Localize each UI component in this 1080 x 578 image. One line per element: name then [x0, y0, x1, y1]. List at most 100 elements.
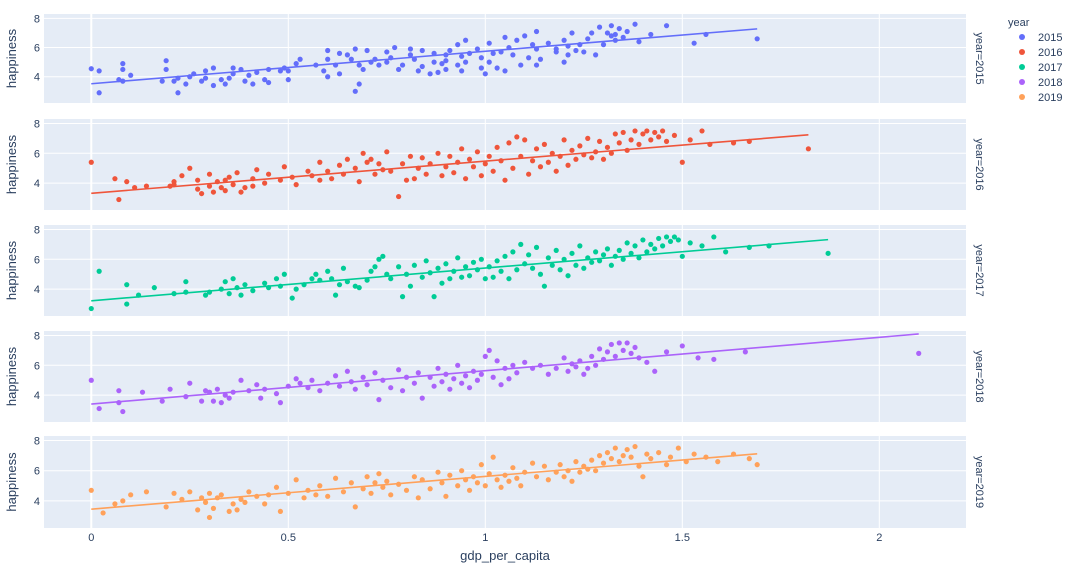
data-point [711, 356, 717, 362]
data-point [360, 150, 366, 156]
data-point [805, 146, 811, 152]
data-point [344, 156, 350, 162]
data-point [88, 487, 94, 493]
data-point [262, 280, 268, 286]
data-point [202, 75, 209, 81]
data-point [293, 477, 299, 483]
data-point [482, 276, 488, 282]
data-point [399, 62, 406, 68]
data-point [242, 78, 248, 84]
data-point [644, 451, 650, 457]
data-point [529, 460, 536, 466]
data-point [470, 164, 477, 170]
data-point [356, 179, 362, 185]
data-point [199, 190, 205, 197]
data-point [120, 61, 126, 67]
data-point [273, 391, 280, 397]
data-point [486, 347, 492, 353]
data-point [632, 243, 638, 249]
data-point [206, 171, 213, 177]
data-point [415, 495, 421, 501]
data-point [624, 240, 630, 246]
data-point [526, 252, 532, 258]
data-point [159, 78, 165, 84]
data-point [372, 480, 378, 486]
y-tick-label: 4 [34, 284, 40, 296]
data-point [250, 81, 256, 87]
data-point [695, 355, 701, 361]
data-point [88, 66, 94, 72]
data-point [466, 487, 473, 493]
legend-marker-2018 [1019, 79, 1025, 85]
data-point [593, 468, 599, 474]
data-point [533, 244, 540, 250]
data-point [238, 292, 244, 298]
data-point [474, 46, 481, 52]
data-point [202, 499, 209, 505]
data-point [116, 196, 122, 203]
data-point [502, 34, 508, 40]
data-point [644, 359, 650, 365]
data-point [376, 397, 382, 403]
data-point [427, 486, 433, 492]
data-point [482, 483, 488, 489]
data-point [415, 370, 421, 376]
data-point [553, 49, 559, 55]
data-point [210, 398, 217, 404]
x-tick-label: 1 [482, 532, 488, 544]
data-point [600, 42, 607, 48]
data-point [553, 365, 559, 371]
data-point [510, 165, 516, 171]
data-point [151, 285, 157, 291]
data-point [557, 462, 563, 468]
data-point [305, 168, 311, 174]
data-point [596, 453, 603, 459]
data-point [723, 249, 729, 255]
data-point [533, 28, 540, 35]
data-point [451, 170, 457, 176]
data-point [143, 489, 150, 495]
data-point [399, 388, 406, 394]
data-point [616, 25, 622, 32]
data-point [407, 153, 414, 159]
data-point [262, 77, 268, 83]
data-point [648, 31, 654, 38]
data-point [238, 377, 244, 383]
data-point [711, 234, 717, 240]
data-point [656, 134, 662, 140]
data-point [482, 71, 488, 77]
data-point [533, 474, 540, 480]
plot-background [44, 14, 966, 103]
y-axis-title: happiness [4, 134, 19, 194]
data-point [510, 52, 516, 58]
data-point [293, 61, 299, 67]
data-point [518, 483, 524, 489]
data-point [443, 58, 449, 64]
data-point [88, 377, 94, 383]
data-point [226, 291, 232, 297]
data-point [226, 75, 232, 81]
data-point [120, 66, 126, 73]
data-point [139, 389, 146, 395]
data-point [159, 398, 165, 404]
legend-entry-2018: 2018 [1038, 77, 1062, 89]
data-point [486, 471, 492, 477]
data-point [392, 44, 398, 51]
data-point [195, 177, 201, 183]
data-point [518, 241, 524, 247]
data-point [348, 480, 354, 486]
y-tick-label: 4 [34, 72, 40, 84]
data-point [336, 282, 343, 288]
data-point [187, 165, 193, 171]
data-point [368, 490, 374, 496]
data-point [254, 382, 260, 388]
data-point [537, 56, 544, 62]
data-point [202, 388, 209, 394]
data-point [644, 249, 650, 255]
data-point [533, 62, 540, 68]
data-point [529, 42, 536, 48]
data-point [230, 501, 236, 507]
data-point [565, 52, 571, 58]
data-point [577, 469, 583, 475]
data-point [459, 68, 465, 74]
